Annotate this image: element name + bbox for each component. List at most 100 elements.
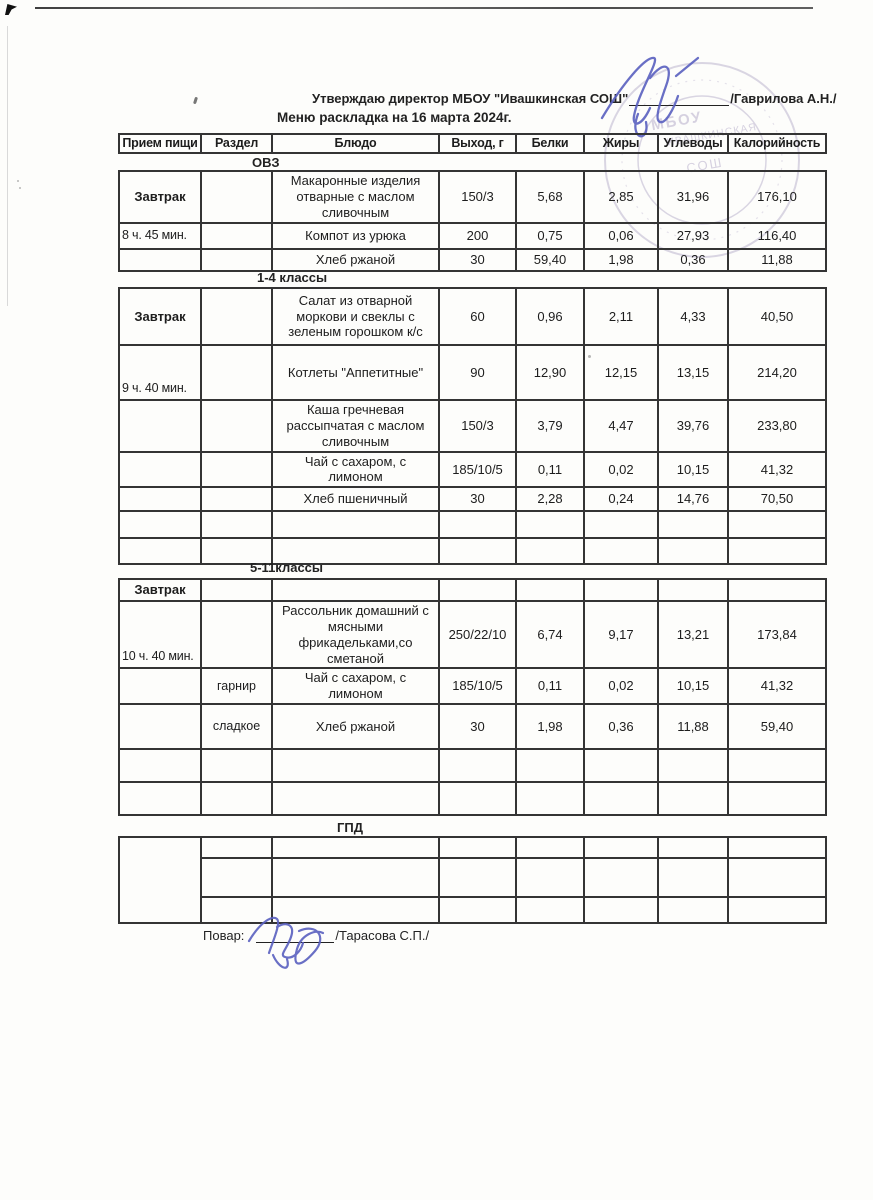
cell-protein (515, 510, 585, 540)
cell-protein (515, 537, 585, 566)
cell-fat: 0,24 (583, 486, 659, 513)
col-header-protein: Белки (515, 132, 585, 155)
cell-protein: 0,11 (515, 450, 585, 489)
cell-razdel (200, 450, 273, 489)
cell-calories: 11,88 (727, 248, 827, 272)
cell-dish (271, 836, 440, 859)
approval-name: /Гаврилова А.Н./ (730, 91, 837, 106)
section-label-gpd: ГПД (337, 820, 363, 835)
cell-protein (515, 857, 585, 898)
table-5-11: Завтрак 10 ч. 40 мин. Рассольник домашни… (118, 578, 827, 817)
cell-meal (118, 450, 202, 489)
cell-protein (515, 836, 585, 859)
cell-meal: Завтрак (118, 287, 202, 346)
cell-protein (515, 896, 585, 924)
cell-calories (727, 896, 827, 924)
scan-artifact (19, 187, 21, 189)
cell-calories: 59,40 (727, 703, 827, 751)
cell-meal (118, 399, 202, 453)
cell-dish: Салат из отварной моркови и свеклы с зел… (271, 287, 440, 346)
cell-dish: Хлеб пшеничный (271, 486, 440, 513)
cell-dish (271, 857, 440, 898)
cell-razdel (200, 510, 273, 540)
cell-fat (583, 896, 659, 924)
table-ovz: Завтрак Макаронные изделия отварные с ма… (118, 170, 827, 272)
cell-fat (583, 578, 659, 602)
table-row: Завтрак Макаронные изделия отварные с ма… (118, 170, 827, 224)
cell-fat: 2,11 (583, 287, 659, 346)
cell-razdel: гарнир (200, 667, 273, 706)
scan-artifact (35, 7, 813, 9)
cell-carbs: 13,15 (657, 344, 729, 401)
cell-razdel (200, 486, 273, 513)
cell-carbs (657, 836, 729, 859)
scan-artifact (7, 26, 8, 306)
cell-fat: 12,15 (583, 344, 659, 401)
header-row: Прием пищи Раздел Блюдо Выход, г Белки Ж… (118, 132, 827, 155)
cell-protein (515, 781, 585, 817)
cell-razdel: сладкое (200, 703, 273, 751)
cell-razdel (200, 578, 273, 602)
cell-razdel (200, 222, 273, 250)
cell-meal: 9 ч. 40 мин. (118, 344, 202, 401)
cell-fat: 2,85 (583, 170, 659, 224)
cell-carbs: 14,76 (657, 486, 729, 513)
cell-carbs (657, 896, 729, 924)
cell-razdel (200, 896, 273, 924)
cell-calories: 70,50 (727, 486, 827, 513)
cell-output: 60 (438, 287, 517, 346)
cell-protein: 59,40 (515, 248, 585, 272)
approval-line: Утверждаю директор МБОУ "Ивашкинская СОШ… (312, 90, 837, 106)
cell-meal: Завтрак (118, 578, 202, 602)
table-row (118, 836, 827, 924)
cell-dish (271, 510, 440, 540)
cell-carbs (657, 537, 729, 566)
table-row: сладкое Хлеб ржаной 30 1,98 0,36 11,88 5… (118, 703, 827, 751)
cell-calories (727, 781, 827, 817)
cell-fat (583, 836, 659, 859)
cell-meal (118, 248, 202, 272)
cell-output (438, 896, 517, 924)
cell-dish (271, 578, 440, 602)
scan-artifact (192, 96, 199, 105)
cell-carbs: 31,96 (657, 170, 729, 224)
cell-protein: 6,74 (515, 599, 585, 670)
cell-dish: Котлеты "Аппетитные" (271, 344, 440, 401)
cell-dish: Макаронные изделия отварные с маслом сли… (271, 170, 440, 224)
cell-fat (583, 537, 659, 566)
cell-output (438, 781, 517, 817)
cell-carbs: 39,76 (657, 399, 729, 453)
cell-carbs: 11,88 (657, 703, 729, 751)
cell-carbs (657, 857, 729, 898)
cell-razdel (200, 170, 273, 224)
table-row: Каша гречневая рассыпчатая с маслом слив… (118, 399, 827, 453)
cell-calories: 176,10 (727, 170, 827, 224)
cell-razdel (200, 248, 273, 272)
table-row: 10 ч. 40 мин. Рассольник домашний с мясн… (118, 599, 827, 670)
cell-protein: 12,90 (515, 344, 585, 401)
cell-protein: 0,11 (515, 667, 585, 706)
cell-carbs: 10,15 (657, 450, 729, 489)
cell-output (438, 836, 517, 859)
stamp-org-line1: МБОУ (650, 108, 704, 134)
cell-carbs: 4,33 (657, 287, 729, 346)
cell-fat: 9,17 (583, 599, 659, 670)
section-label-ovz: ОВЗ (252, 155, 280, 170)
cell-calories: 40,50 (727, 287, 827, 346)
col-header-carbs: Углеводы (657, 132, 729, 155)
cell-meal (118, 486, 202, 513)
cell-razdel (200, 836, 273, 859)
cell-fat: 0,36 (583, 703, 659, 751)
cell-output: 30 (438, 486, 517, 513)
approval-signature-line (629, 90, 730, 106)
cell-calories (727, 748, 827, 784)
table-1-4: Завтрак Салат из отварной моркови и свек… (118, 287, 827, 566)
cook-label: Повар: (203, 928, 245, 943)
cell-fat: 0,02 (583, 667, 659, 706)
cell-carbs (657, 781, 729, 817)
col-header-fat: Жиры (583, 132, 659, 155)
cell-meal (118, 667, 202, 706)
cell-dish (271, 781, 440, 817)
table-row: Хлеб пшеничный 30 2,28 0,24 14,76 70,50 (118, 486, 827, 513)
